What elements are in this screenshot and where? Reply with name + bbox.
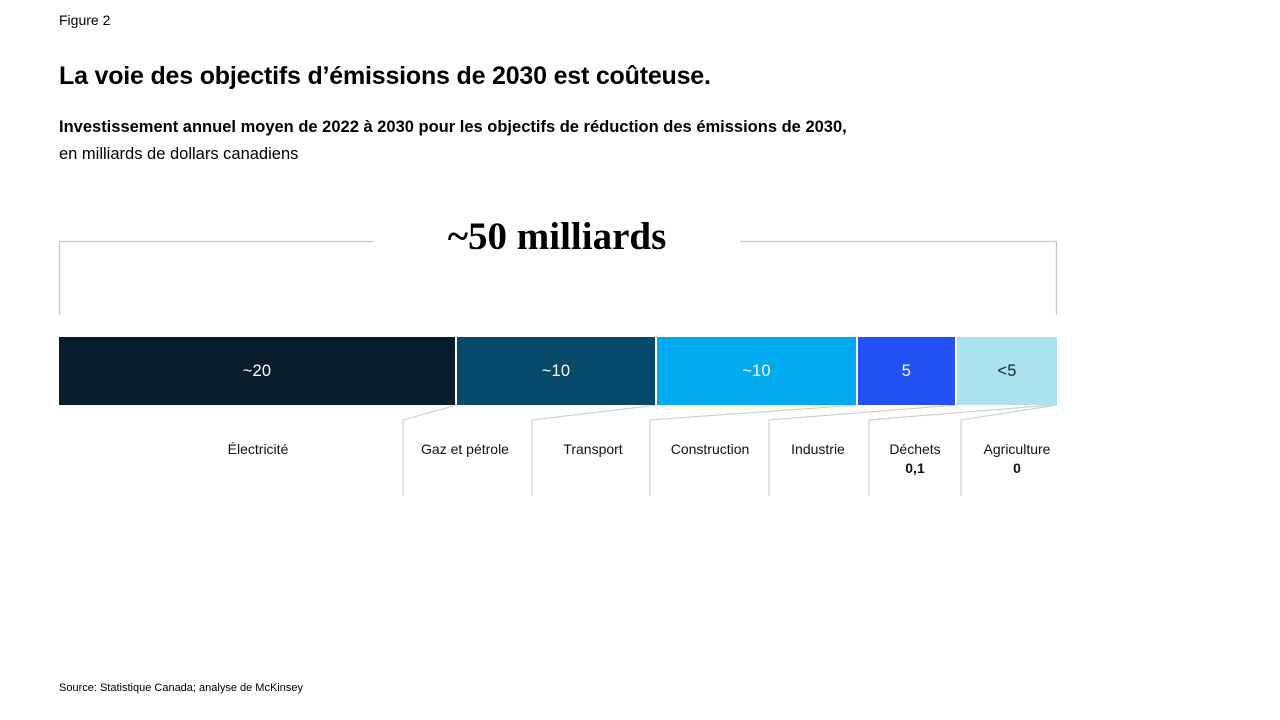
category-value: 0,1 <box>905 460 925 476</box>
total-bracket-right <box>740 240 1058 315</box>
bar-segment-4: 5 <box>858 337 955 405</box>
bar-segment-value: ~10 <box>742 361 771 380</box>
bar-segment-3: ~10 <box>657 337 856 405</box>
figure-number-label: Figure 2 <box>59 12 111 28</box>
category-label-5: Industrie <box>753 440 883 458</box>
source-note: Source: Statistique Canada; analyse de M… <box>59 682 303 694</box>
bar-segment-value: ~20 <box>242 361 272 380</box>
category-name: Transport <box>563 441 623 457</box>
category-label-4: Construction <box>645 440 775 458</box>
total-value-label: ~50 milliards <box>447 215 667 258</box>
bar-segment-2: ~10 <box>457 337 655 405</box>
bar-segment-value: <5 <box>997 361 1017 380</box>
category-label-3: Transport <box>528 440 658 458</box>
category-name: Construction <box>670 441 750 457</box>
category-name: Gaz et pétrole <box>421 441 509 457</box>
category-label-7: Agriculture 0 <box>952 440 1082 477</box>
figure-title: La voie des objectifs d’émissions de 203… <box>59 62 711 90</box>
bar-segment-5: <5 <box>957 337 1057 405</box>
bar-segment-value: 5 <box>901 361 912 380</box>
stacked-bar: ~20 ~10 ~10 5 <5 <box>59 337 1057 405</box>
subtitle-line-2: en milliards de dollars canadiens <box>59 145 299 163</box>
category-name: Agriculture <box>983 441 1051 457</box>
bar-segment-value: ~10 <box>541 361 571 380</box>
category-value: 0 <box>1013 460 1021 476</box>
figure-subtitle: Investissement annuel moyen de 2022 à 20… <box>59 114 847 168</box>
category-name: Déchets <box>889 441 941 457</box>
total-bracket-left <box>58 240 374 315</box>
category-name: Électricité <box>227 441 289 457</box>
category-label-1: Électricité <box>193 440 323 458</box>
category-label-2: Gaz et pétrole <box>400 440 530 458</box>
category-name: Industrie <box>791 441 845 457</box>
bar-segment-1: ~20 <box>59 337 455 405</box>
category-label-6: Déchets 0,1 <box>850 440 980 477</box>
subtitle-line-1: Investissement annuel moyen de 2022 à 20… <box>59 118 847 136</box>
